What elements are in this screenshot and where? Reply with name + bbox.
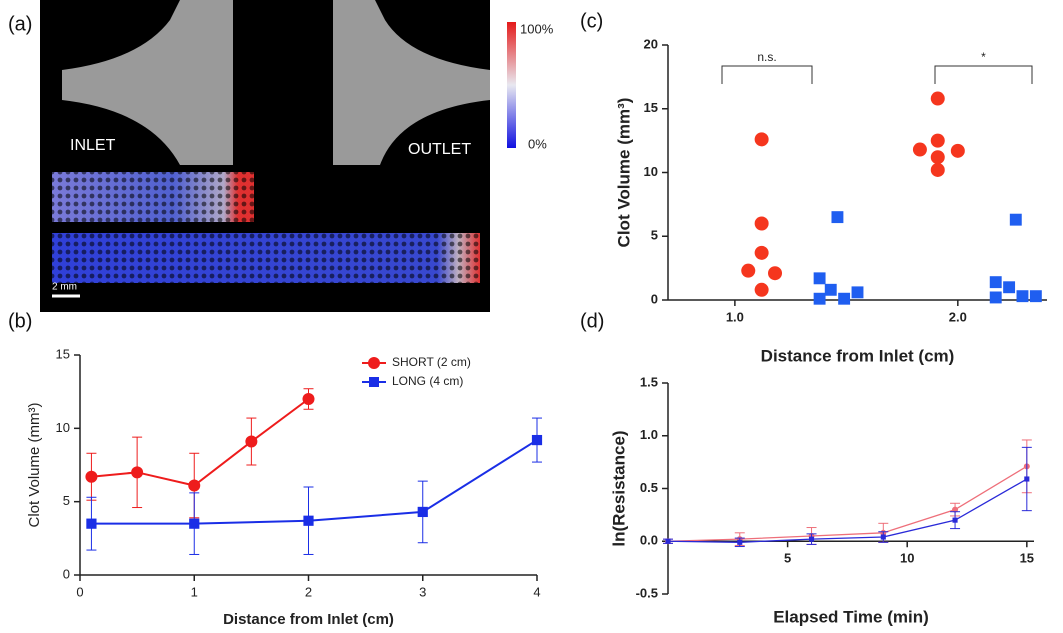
marker xyxy=(931,92,945,106)
marker xyxy=(86,519,96,529)
legend-marker xyxy=(368,357,380,369)
marker xyxy=(838,293,850,305)
y-tick-label: 5 xyxy=(651,228,658,243)
y-tick-label: 0 xyxy=(63,566,70,581)
legend-label: SHORT (2 cm) xyxy=(392,355,471,369)
y-axis-title: Clot Volume (mm³) xyxy=(614,98,633,248)
x-tick-label: 1.0 xyxy=(726,309,744,324)
y-tick-label: 15 xyxy=(644,100,658,115)
colorbar-min: 0% xyxy=(528,136,547,151)
marker xyxy=(755,283,769,297)
y-tick-label: -0.5 xyxy=(636,585,658,600)
marker xyxy=(881,534,886,539)
marker xyxy=(303,516,313,526)
y-tick-label: 0.5 xyxy=(640,480,658,495)
marker xyxy=(990,276,1002,288)
marker xyxy=(245,436,257,448)
marker xyxy=(951,144,965,158)
marker xyxy=(131,466,143,478)
outlet-label: OUTLET xyxy=(408,141,471,158)
y-tick-label: 1.5 xyxy=(640,374,658,389)
inlet-label: INLET xyxy=(70,137,116,154)
marker xyxy=(825,284,837,296)
marker xyxy=(532,435,542,445)
y-axis-title: ln(Resistance) xyxy=(609,430,628,546)
x-axis-title: Elapsed Time (min) xyxy=(773,607,929,626)
y-tick-label: 10 xyxy=(56,420,70,435)
marker xyxy=(665,539,670,544)
series-line xyxy=(668,479,1027,542)
marker xyxy=(303,393,315,405)
marker xyxy=(755,132,769,146)
marker xyxy=(1030,290,1042,302)
series-line xyxy=(668,466,1027,541)
marker xyxy=(990,292,1002,304)
heatmap-pattern xyxy=(52,172,254,222)
significance-label: * xyxy=(981,50,986,64)
y-tick-label: 20 xyxy=(644,36,658,51)
colorbar-max: 100% xyxy=(520,21,554,36)
panel-label: (a) xyxy=(8,13,32,35)
marker xyxy=(189,519,199,529)
y-tick-label: 10 xyxy=(644,164,658,179)
x-tick-label: 1 xyxy=(191,584,198,599)
panel-label: (b) xyxy=(8,310,32,332)
x-tick-label: 2 xyxy=(305,584,312,599)
marker xyxy=(814,293,826,305)
y-tick-label: 1.0 xyxy=(640,427,658,442)
marker xyxy=(852,286,864,298)
marker xyxy=(741,264,755,278)
marker xyxy=(913,143,927,157)
scale-bar-label: 2 mm xyxy=(52,282,77,293)
series-line xyxy=(91,440,537,524)
x-tick-label: 2.0 xyxy=(949,309,967,324)
marker xyxy=(1024,476,1029,481)
marker xyxy=(931,163,945,177)
marker xyxy=(814,272,826,284)
marker xyxy=(418,507,428,517)
x-tick-label: 10 xyxy=(900,551,914,566)
x-tick-label: 3 xyxy=(419,584,426,599)
significance-bracket xyxy=(722,66,812,84)
marker xyxy=(809,537,814,542)
y-tick-label: 0.0 xyxy=(640,533,658,548)
marker xyxy=(931,150,945,164)
x-axis-title: Distance from Inlet (cm) xyxy=(223,611,394,628)
heatmap-pattern xyxy=(52,233,480,283)
significance-bracket xyxy=(935,66,1032,84)
marker xyxy=(755,217,769,231)
x-axis-title: Distance from Inlet (cm) xyxy=(761,346,955,365)
panel-label: (c) xyxy=(580,10,603,32)
marker xyxy=(755,246,769,260)
legend-marker xyxy=(369,377,379,387)
y-tick-label: 0 xyxy=(651,291,658,306)
marker xyxy=(188,480,200,492)
marker xyxy=(953,518,958,523)
marker xyxy=(1003,281,1015,293)
x-tick-label: 0 xyxy=(76,584,83,599)
y-tick-label: 5 xyxy=(63,493,70,508)
series-line xyxy=(91,399,308,486)
legend-label: LONG (4 cm) xyxy=(392,374,463,388)
marker xyxy=(931,134,945,148)
marker xyxy=(1017,290,1029,302)
y-tick-label: 15 xyxy=(56,346,70,361)
significance-label: n.s. xyxy=(757,50,776,64)
panel-label: (d) xyxy=(580,310,604,332)
y-axis-title: Clot Volume (mm³) xyxy=(26,402,43,527)
marker xyxy=(831,211,843,223)
marker xyxy=(737,540,742,545)
image-panel: 2 mm INLET OUTLET 100% 0% xyxy=(40,0,554,312)
x-tick-label: 4 xyxy=(533,584,540,599)
figure: 2 mm INLET OUTLET 100% 0% (a) (b) (c) (d… xyxy=(0,0,1063,633)
marker xyxy=(1010,214,1022,226)
marker xyxy=(85,471,97,483)
colorbar xyxy=(507,22,516,148)
marker xyxy=(768,266,782,280)
x-tick-label: 5 xyxy=(784,551,791,566)
x-tick-label: 15 xyxy=(1020,551,1034,566)
